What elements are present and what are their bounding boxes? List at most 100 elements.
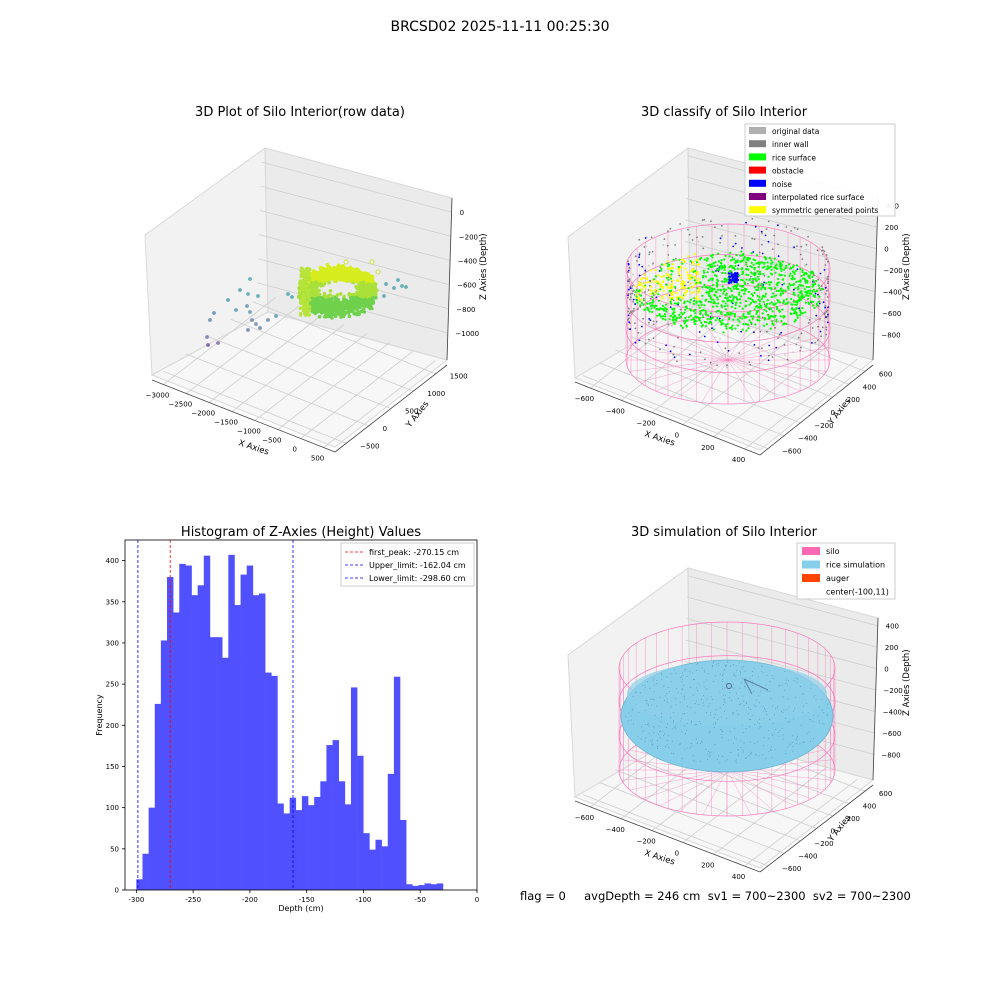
raw-outlier-point: [245, 304, 249, 308]
rice-mesh-node: [725, 682, 727, 684]
classify-surface-point: [749, 265, 752, 268]
rice-mesh-node: [679, 676, 681, 678]
classify-surface-point: [725, 297, 728, 300]
raw-rice-point: [336, 298, 341, 303]
rice-mesh-node: [782, 696, 784, 698]
classify-surface-point: [803, 295, 806, 298]
classify-surface-point: [696, 259, 699, 262]
classify-wall-point: [720, 224, 723, 227]
rice-mesh-node: [662, 686, 664, 688]
classify-wall-point: [817, 325, 819, 328]
histogram-y-tick: 100: [106, 804, 119, 812]
raw-z-axis-label: Z Axies (Depth): [479, 233, 489, 300]
classify-wall-point: [627, 294, 629, 297]
histogram-bar: [258, 593, 266, 890]
classify-wall-point: [827, 261, 829, 263]
rice-mesh-node: [766, 713, 768, 715]
classify-wall-point: [638, 254, 641, 256]
classify-wall-point: [761, 232, 763, 235]
raw-rice-point: [370, 274, 375, 279]
classify-wall-point: [734, 235, 737, 237]
rice-mesh-node: [652, 698, 654, 700]
raw-rice-point: [349, 293, 353, 297]
classify-surface-point: [733, 258, 736, 261]
classify-surface-point: [656, 308, 659, 311]
raw-rice-point: [358, 305, 362, 310]
rice-mesh-node: [764, 709, 766, 711]
classify-surface-point: [791, 308, 795, 311]
classify-wall-point: [784, 271, 787, 274]
classify-wall-point: [704, 358, 706, 361]
simulation-z-tick: 0: [884, 666, 888, 674]
classify-surface-point: [781, 308, 784, 311]
classify-surface-point: [717, 252, 720, 255]
rice-mesh-node: [742, 668, 744, 670]
raw-rice-point: [342, 294, 347, 299]
classify-wall-point: [632, 310, 635, 312]
rice-mesh-node: [810, 687, 812, 689]
classify-surface-point: [680, 282, 683, 285]
classify-surface-point: [780, 274, 783, 277]
histogram-bar: [387, 773, 395, 890]
classify-surface-point: [692, 267, 695, 270]
raw-rice-point: [333, 296, 338, 301]
classify-surface-point: [747, 290, 750, 293]
simulation-z-axis-label: Z Axies (Depth): [902, 649, 912, 716]
classify-noise-point: [730, 272, 733, 275]
rice-mesh-node: [684, 695, 686, 697]
classify-wall-point: [791, 351, 794, 354]
rice-mesh-node: [719, 707, 721, 709]
raw-grid-y: [163, 370, 347, 444]
classify-surface-point: [815, 302, 818, 305]
rice-mesh-node: [628, 712, 630, 714]
raw-outlier-point: [212, 311, 216, 315]
classify-wall-point: [629, 287, 632, 290]
classify-surface-point: [764, 295, 767, 298]
classify-surface-point: [794, 287, 797, 290]
classify-surface-point: [693, 253, 696, 256]
rice-mesh-node: [656, 748, 658, 750]
classify-surface-point: [776, 284, 779, 287]
rice-mesh-node: [709, 752, 711, 754]
rice-mesh-node: [778, 685, 780, 687]
classify-surface-point: [801, 277, 805, 280]
classify-surface-point: [694, 269, 697, 273]
classify-surface-point: [764, 282, 767, 285]
classify-surface-point: [677, 297, 680, 300]
classify-surface-point: [675, 302, 678, 305]
classify-surface-point: [755, 288, 758, 292]
classify-wall-point: [652, 337, 655, 339]
classify-surface-point: [756, 270, 759, 273]
classify-surface-point: [702, 269, 706, 272]
raw-rice-point: [329, 273, 334, 278]
rice-mesh-node: [752, 675, 753, 677]
classify-surface-point: [780, 269, 783, 272]
classify-wall-point: [779, 333, 781, 336]
classify-surface-point: [709, 277, 712, 280]
classify-surface-point: [810, 271, 813, 275]
classify-surface-point: [667, 278, 670, 281]
classify-surface-point: [778, 274, 782, 277]
histogram-bar: [185, 565, 192, 890]
raw-rice-point: [301, 308, 305, 313]
classify-surface-point: [640, 281, 644, 284]
classify-surface-point: [659, 307, 662, 310]
classify-wall-point: [751, 217, 754, 220]
classify-wall-point: [799, 253, 802, 256]
classify-surface-point: [736, 318, 740, 321]
raw-rice-point: [356, 271, 361, 276]
classify-surface-point: [770, 281, 773, 284]
classify-surface-point: [755, 279, 758, 282]
histogram-y-tick: 250: [106, 681, 119, 689]
classify-surface-point: [716, 279, 720, 282]
simulation-legend-label: silo: [826, 547, 840, 556]
classify-surface-point: [772, 292, 775, 295]
silo-floor-spoke: [639, 337, 729, 361]
classify-wall-point: [634, 255, 637, 258]
classify-surface-point: [661, 297, 664, 300]
silo-floor-spoke: [727, 317, 755, 361]
classify-surface-point: [695, 301, 698, 304]
classify-surface-point: [756, 275, 760, 278]
classify-surface-point: [651, 295, 654, 298]
classify-surface-point: [729, 287, 732, 290]
